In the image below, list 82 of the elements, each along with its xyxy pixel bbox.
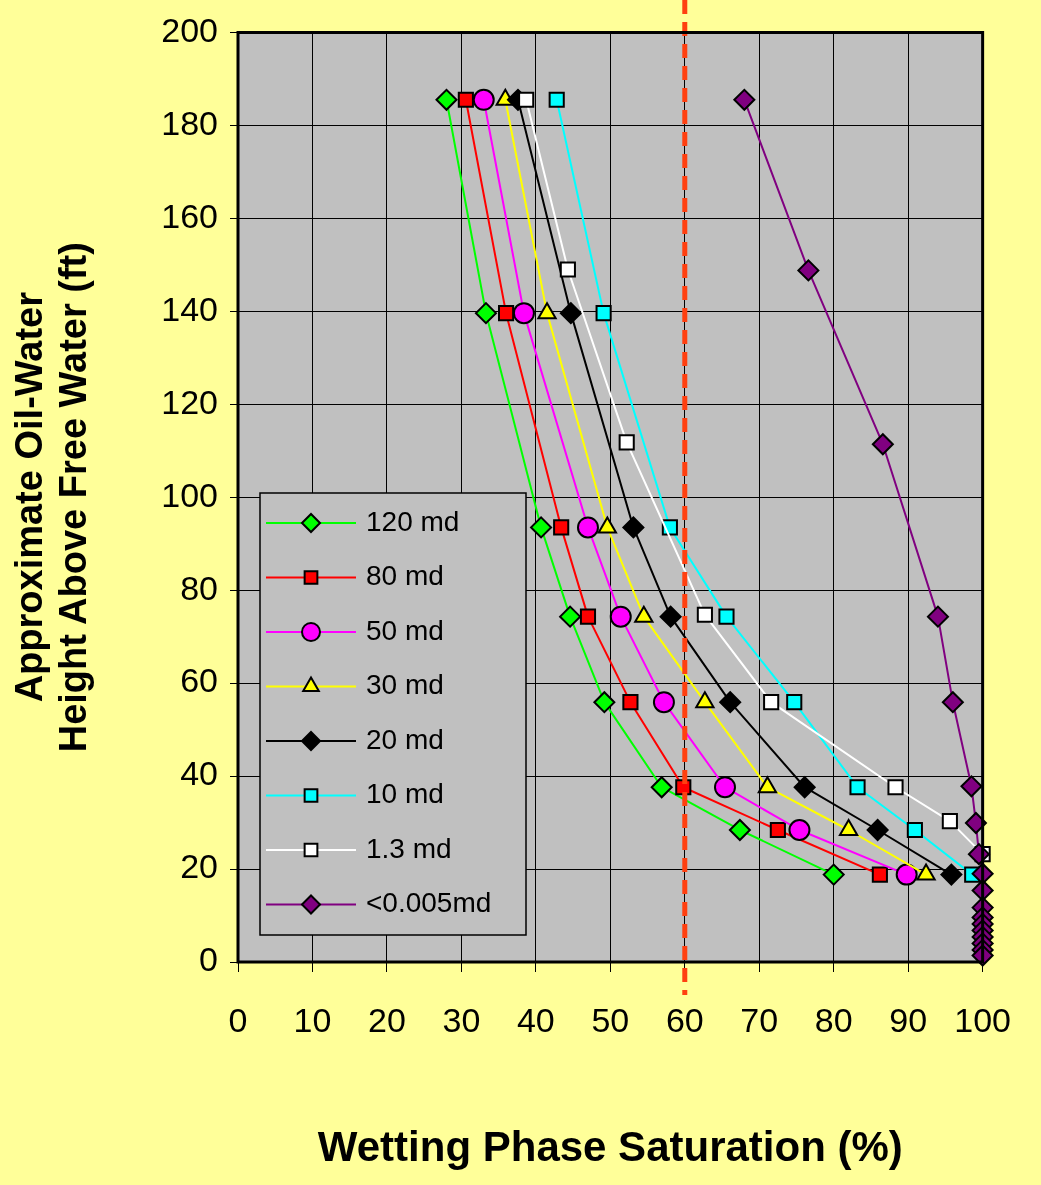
x-tick-label: 90 — [889, 1000, 928, 1039]
x-tick-label: 20 — [368, 1000, 406, 1039]
point — [719, 691, 742, 714]
point — [696, 606, 713, 623]
point — [940, 863, 963, 886]
point — [906, 821, 923, 839]
point — [559, 302, 582, 325]
x-tick-label: 0 — [228, 1000, 248, 1039]
point — [622, 694, 639, 711]
y-tick-label: 0 — [199, 940, 218, 979]
point — [622, 516, 645, 539]
point — [650, 776, 673, 799]
point — [659, 605, 682, 628]
point — [713, 776, 736, 799]
point — [576, 516, 599, 539]
point — [895, 863, 918, 886]
x-tick-label: 10 — [293, 1000, 332, 1039]
point — [763, 694, 780, 711]
point — [964, 812, 987, 835]
point — [553, 519, 570, 536]
point — [960, 775, 983, 798]
point — [926, 605, 949, 628]
legend-label: <0.005md — [366, 887, 492, 919]
point — [786, 694, 803, 711]
point — [435, 88, 458, 111]
y-tick-label: 80 — [180, 568, 218, 607]
point — [548, 91, 565, 108]
x-tick-label: 40 — [516, 1000, 555, 1039]
point — [474, 302, 497, 325]
point — [718, 608, 735, 625]
point — [887, 779, 904, 796]
point — [579, 608, 597, 625]
y-tick-label: 140 — [161, 289, 218, 328]
point — [457, 91, 474, 108]
y-tick-label: 100 — [161, 475, 218, 514]
point — [728, 819, 751, 841]
point — [871, 866, 888, 883]
y-tick-label: 200 — [161, 10, 218, 49]
point — [652, 691, 675, 714]
x-tick-label: 70 — [740, 1000, 779, 1039]
x-tick-label: 80 — [814, 1000, 853, 1039]
x-tick-label: 30 — [442, 1000, 481, 1039]
x-tick-label: 100 — [954, 1000, 1011, 1039]
legend-label: 10 md — [366, 778, 444, 810]
point — [609, 605, 632, 628]
point — [822, 863, 845, 886]
y-tick-label: 180 — [161, 103, 218, 142]
point — [769, 821, 786, 839]
point — [472, 88, 495, 111]
legend-label: 30 md — [366, 669, 444, 701]
legend-label: 80 md — [366, 560, 444, 592]
point — [866, 819, 889, 841]
x-axis-title: Wetting Phase Saturation (%) — [317, 1123, 903, 1171]
point — [793, 776, 816, 799]
x-tick-label: 50 — [591, 1000, 630, 1039]
point — [595, 305, 612, 322]
point — [559, 605, 582, 628]
y-tick-label: 60 — [180, 661, 218, 700]
point — [871, 433, 894, 456]
point — [941, 813, 958, 830]
y-tick-label: 20 — [180, 847, 218, 886]
y-axis-title: Approximate Oil-Water Height Above Free Water (ft) — [8, 242, 95, 753]
legend-label: 20 md — [366, 723, 444, 755]
point — [512, 302, 535, 325]
y-tick-label: 160 — [161, 196, 218, 235]
y-tick-label: 40 — [180, 754, 218, 793]
point — [849, 779, 866, 796]
legend-label: 50 md — [366, 614, 444, 646]
point — [618, 434, 635, 451]
point — [530, 516, 553, 539]
x-tick-label: 60 — [665, 1000, 704, 1039]
point — [788, 819, 811, 841]
point — [593, 691, 616, 714]
point — [518, 91, 535, 108]
point — [797, 259, 820, 282]
legend-label: 120 md — [366, 505, 460, 537]
point — [941, 691, 964, 714]
point — [733, 88, 756, 111]
point — [559, 261, 576, 278]
y-tick-label: 120 — [161, 382, 218, 421]
point — [498, 305, 515, 322]
legend-label: 1.3 md — [366, 832, 452, 864]
